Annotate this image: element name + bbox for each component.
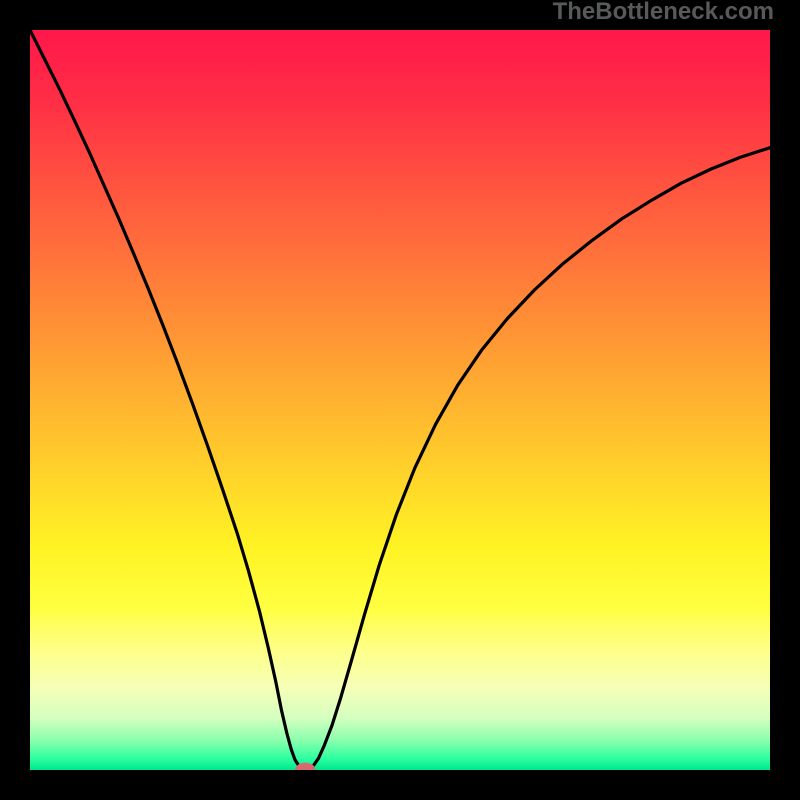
bottleneck-chart	[30, 30, 770, 770]
gradient-background	[30, 30, 770, 770]
chart-frame: TheBottleneck.com	[0, 0, 800, 800]
watermark-text: TheBottleneck.com	[553, 0, 774, 24]
